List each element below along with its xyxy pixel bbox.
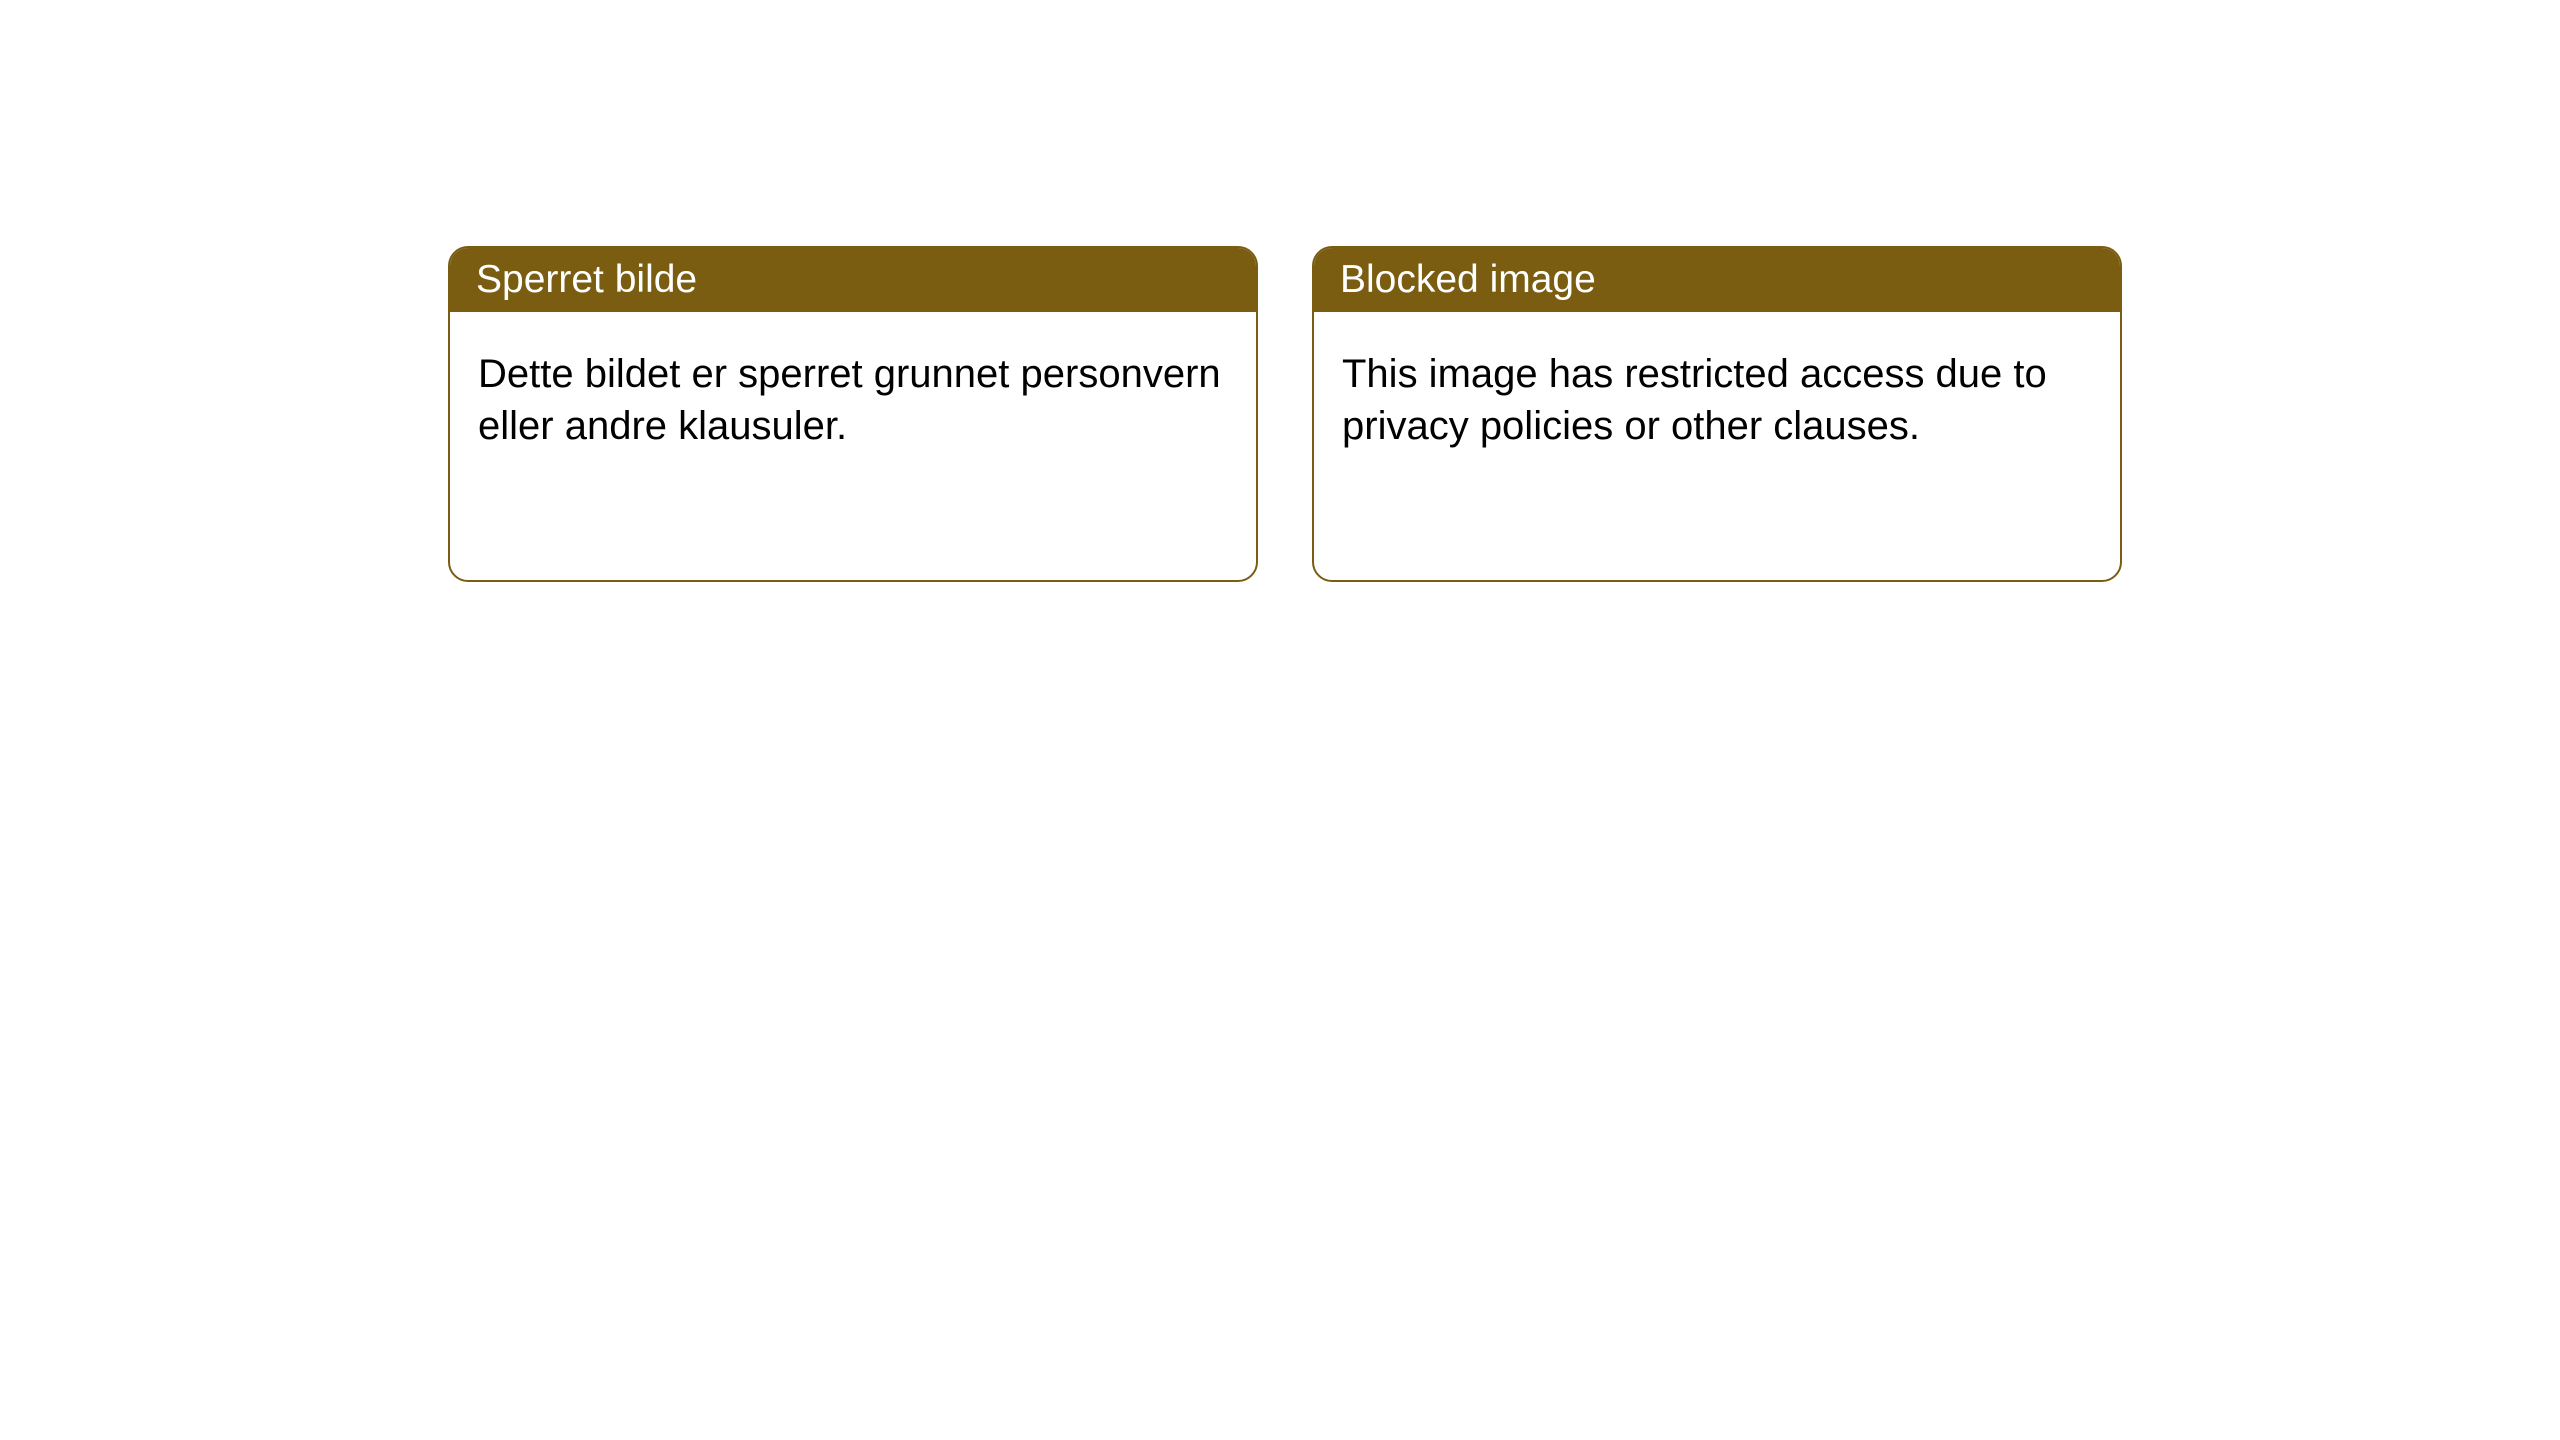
notice-card-english: Blocked image This image has restricted …	[1312, 246, 2122, 582]
notice-title: Blocked image	[1314, 248, 2120, 312]
notice-body: This image has restricted access due to …	[1314, 312, 2120, 488]
notice-container: Sperret bilde Dette bildet er sperret gr…	[0, 0, 2560, 582]
notice-card-norwegian: Sperret bilde Dette bildet er sperret gr…	[448, 246, 1258, 582]
notice-body: Dette bildet er sperret grunnet personve…	[450, 312, 1256, 488]
notice-title: Sperret bilde	[450, 248, 1256, 312]
